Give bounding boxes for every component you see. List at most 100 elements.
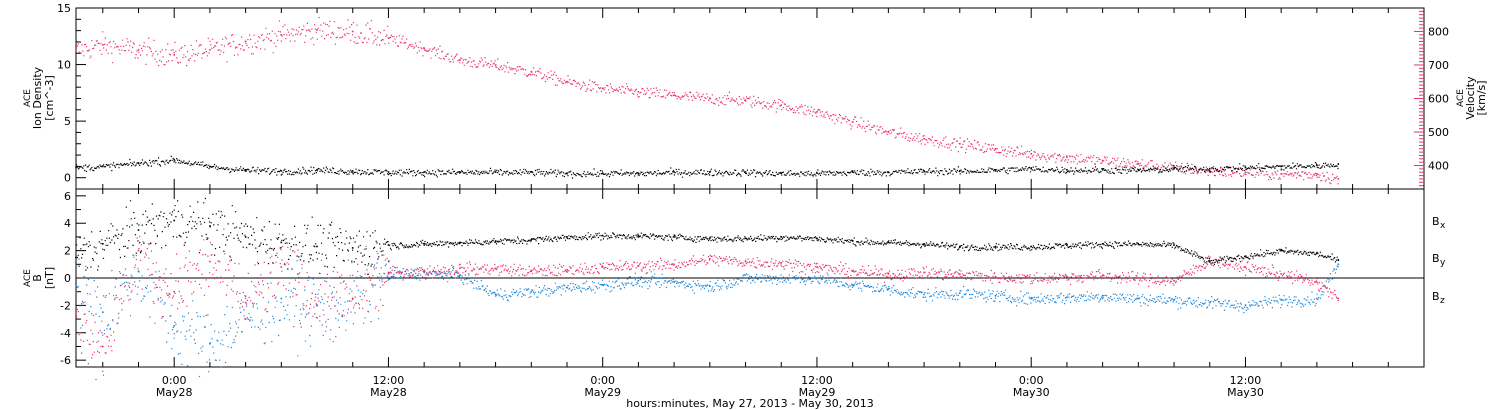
velocity-point xyxy=(102,44,104,46)
by-point xyxy=(1337,263,1340,266)
density-point xyxy=(816,172,818,174)
bz-point xyxy=(1101,274,1104,277)
density-tick-label: 0 xyxy=(64,172,71,185)
by-point xyxy=(923,293,925,296)
by-point xyxy=(1030,297,1032,300)
bz-point xyxy=(923,271,925,274)
bz-point xyxy=(209,260,211,263)
bz-point xyxy=(280,266,283,268)
field-tick-label: 4 xyxy=(64,217,71,230)
velocity-point xyxy=(459,59,461,61)
by-point xyxy=(280,297,283,300)
bx-point xyxy=(1280,249,1282,252)
time-axis: 0:00May2812:00May280:00May2912:00May290:… xyxy=(102,8,1425,399)
legend-subscript-z: z xyxy=(1440,296,1445,306)
density-axis-label: ACE Ion Density [cm^-3] xyxy=(23,66,56,129)
bx-point xyxy=(1173,244,1175,246)
bx-point xyxy=(316,245,318,248)
legend-bx: B xyxy=(1432,215,1440,228)
density-tick-label: 10 xyxy=(57,59,71,72)
velocity-tick-label: 600 xyxy=(1428,93,1449,106)
density-axis-label-line3: [cm^-3] xyxy=(43,75,56,121)
density-point xyxy=(1244,166,1247,169)
date-tick-label: May28 xyxy=(156,386,193,399)
bz-point xyxy=(816,266,818,268)
velocity-point xyxy=(316,29,318,31)
velocity-tick-label: 400 xyxy=(1428,160,1449,173)
by-point xyxy=(601,284,604,286)
bx-point xyxy=(816,237,818,240)
plasma-data xyxy=(75,16,1340,185)
bz-point xyxy=(709,258,711,260)
bz-point xyxy=(780,262,782,264)
density-axis-ticks: 0 5 10 15 xyxy=(57,2,86,190)
date-tick-label: May30 xyxy=(1227,386,1264,399)
by-series xyxy=(75,245,1340,378)
by-point xyxy=(75,290,77,293)
by-point xyxy=(173,325,175,327)
velocity-axis-ticks: 400 500 600 700 800 xyxy=(1414,10,1449,187)
velocity-point xyxy=(1030,153,1032,155)
bz-point xyxy=(1030,277,1032,279)
bz-point xyxy=(530,270,533,272)
field-axis-label-line1: ACE xyxy=(23,269,33,287)
velocity-point xyxy=(816,111,818,113)
density-point xyxy=(173,158,175,161)
density-point xyxy=(1280,165,1282,168)
velocity-point xyxy=(1173,166,1175,168)
density-point xyxy=(423,171,425,173)
bz-point xyxy=(1316,281,1318,283)
by-point xyxy=(137,270,140,272)
density-point xyxy=(780,172,782,174)
bx-point xyxy=(280,241,283,244)
bz-point xyxy=(1208,259,1211,261)
bz-point xyxy=(744,260,747,263)
velocity-point xyxy=(351,30,354,33)
density-point xyxy=(923,170,925,172)
bx-point xyxy=(923,243,925,245)
density-point xyxy=(851,171,854,173)
by-point xyxy=(780,277,782,279)
by-point xyxy=(209,342,211,345)
velocity-point xyxy=(75,49,77,51)
velocity-tick-label: 800 xyxy=(1428,25,1449,38)
bz-point xyxy=(351,297,354,300)
bz-point xyxy=(1137,277,1140,279)
legend-bz: B xyxy=(1432,290,1440,303)
velocity-tick-label: 700 xyxy=(1428,59,1449,72)
bx-point xyxy=(75,256,77,259)
by-point xyxy=(387,273,390,275)
velocity-axis-label: ACE Velocity [km/s] xyxy=(1456,76,1488,120)
velocity-point xyxy=(137,49,140,51)
velocity-point xyxy=(173,54,175,56)
density-point xyxy=(280,170,283,172)
bx-point xyxy=(887,241,890,244)
bz-point xyxy=(994,275,997,278)
by-point xyxy=(851,284,854,286)
density-point xyxy=(244,169,247,171)
density-point xyxy=(566,172,568,174)
magnetic-data xyxy=(75,197,1340,381)
velocity-point xyxy=(209,49,211,51)
by-point xyxy=(637,279,640,282)
density-point xyxy=(709,171,711,173)
bz-point xyxy=(601,266,604,268)
density-point xyxy=(1030,167,1032,170)
bz-point xyxy=(1066,275,1068,278)
bz-point xyxy=(673,263,675,266)
field-tick-label: -4 xyxy=(60,327,71,340)
velocity-point xyxy=(280,34,283,36)
legend-subscript-y: y xyxy=(1440,258,1446,268)
bx-point xyxy=(137,229,140,231)
bz-point xyxy=(887,273,890,275)
velocity-point xyxy=(1316,173,1318,175)
bx-point xyxy=(637,234,640,237)
field-axis-label: ACE B [nT] xyxy=(23,267,56,289)
bz-point xyxy=(566,269,568,271)
plasma-panel: 0 5 10 15 400 500 600 700 800 ACE Ion Density [… xyxy=(23,2,1488,190)
velocity-point xyxy=(744,99,747,101)
bz-point xyxy=(959,273,961,275)
